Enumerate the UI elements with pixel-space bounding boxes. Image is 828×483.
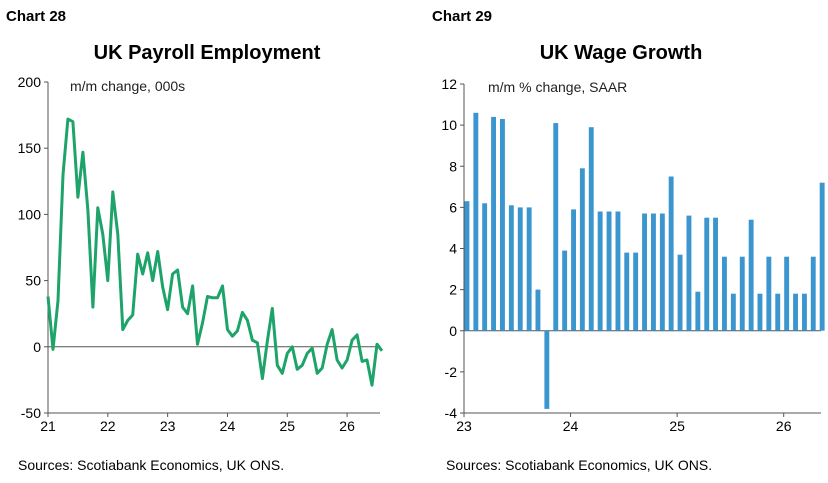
y-tick-label: 10	[441, 117, 457, 133]
x-tick-label: 21	[40, 418, 56, 434]
y-tick-label: 2	[449, 282, 457, 298]
chart-source: Sources: Scotiabank Economics, UK ONS.	[446, 457, 713, 473]
bar	[677, 254, 683, 331]
chart-title: UK Payroll Employment	[93, 42, 321, 64]
bar	[704, 217, 710, 331]
chart-panel-payroll: Chart 28 UK Payroll Employment m/m chang…	[6, 8, 384, 473]
bar	[482, 203, 488, 331]
bar	[651, 213, 656, 331]
bar	[819, 182, 825, 331]
bar	[597, 211, 603, 331]
bar	[775, 293, 781, 331]
x-tick-label: 24	[220, 418, 236, 434]
bar	[571, 209, 576, 331]
chart-number-label: Chart 29	[432, 8, 493, 25]
bar	[624, 252, 630, 331]
chart-source: Sources: Scotiabank Economics, UK ONS.	[18, 457, 285, 473]
bar	[562, 250, 568, 331]
y-tick-label: 12	[441, 76, 457, 92]
x-tick-label: 26	[339, 418, 355, 434]
bar	[553, 123, 559, 331]
y-tick-label: 6	[449, 199, 457, 215]
bar	[713, 217, 718, 331]
bar	[766, 256, 772, 331]
bar	[633, 252, 639, 331]
bar	[473, 112, 479, 331]
bar	[668, 176, 674, 331]
bar	[464, 201, 470, 331]
y-tick-label: 4	[449, 241, 457, 257]
bar	[793, 293, 798, 331]
y-tick-label: -4	[445, 405, 458, 421]
bar	[544, 330, 550, 409]
bar	[802, 293, 807, 331]
bar	[535, 289, 541, 331]
unit-label: m/m change, 000s	[70, 78, 185, 94]
y-tick-label: -50	[21, 405, 41, 421]
y-tick-label: 150	[18, 140, 42, 156]
bar	[491, 116, 496, 331]
bar	[588, 127, 594, 331]
x-tick-label: 24	[563, 418, 579, 434]
x-tick-label: 23	[456, 418, 472, 434]
bar	[695, 291, 701, 331]
bar	[739, 256, 745, 331]
y-tick-label: 8	[449, 158, 457, 174]
x-tick-label: 22	[100, 418, 116, 434]
bar	[606, 211, 612, 331]
y-tick-label: 50	[25, 273, 41, 289]
bar	[615, 211, 621, 331]
chart-title: UK Wage Growth	[539, 42, 703, 64]
bar	[642, 213, 647, 331]
y-tick-label: 0	[449, 323, 457, 339]
chart-number-label: Chart 28	[6, 8, 67, 25]
bar	[659, 213, 665, 331]
bar	[810, 256, 816, 331]
x-tick-label: 26	[776, 418, 792, 434]
bar	[757, 293, 763, 331]
y-tick-label: 100	[18, 206, 42, 222]
unit-label: m/m % change, SAAR	[488, 79, 627, 95]
bar	[500, 119, 505, 331]
bar	[517, 207, 523, 331]
bar	[508, 205, 514, 331]
bar	[730, 293, 736, 331]
x-tick-label: 25	[279, 418, 295, 434]
chart-panel-wage: Chart 29 UK Wage Growth m/m % change, SA…	[414, 0, 828, 483]
x-tick-label: 25	[669, 418, 685, 434]
series-line	[46, 117, 384, 387]
y-tick-label: 0	[33, 339, 41, 355]
x-tick-label: 23	[160, 418, 176, 434]
bar	[722, 256, 727, 331]
bar	[579, 168, 585, 331]
bar	[784, 256, 790, 331]
bar	[526, 207, 532, 331]
bar	[686, 215, 692, 331]
y-tick-label: -2	[445, 364, 458, 380]
bar	[748, 219, 754, 331]
payroll-line-chart: m/m change, 000s -50 0 50 100 150 200 21 22 23 24 2…	[18, 74, 384, 434]
y-tick-label: 200	[18, 74, 42, 90]
